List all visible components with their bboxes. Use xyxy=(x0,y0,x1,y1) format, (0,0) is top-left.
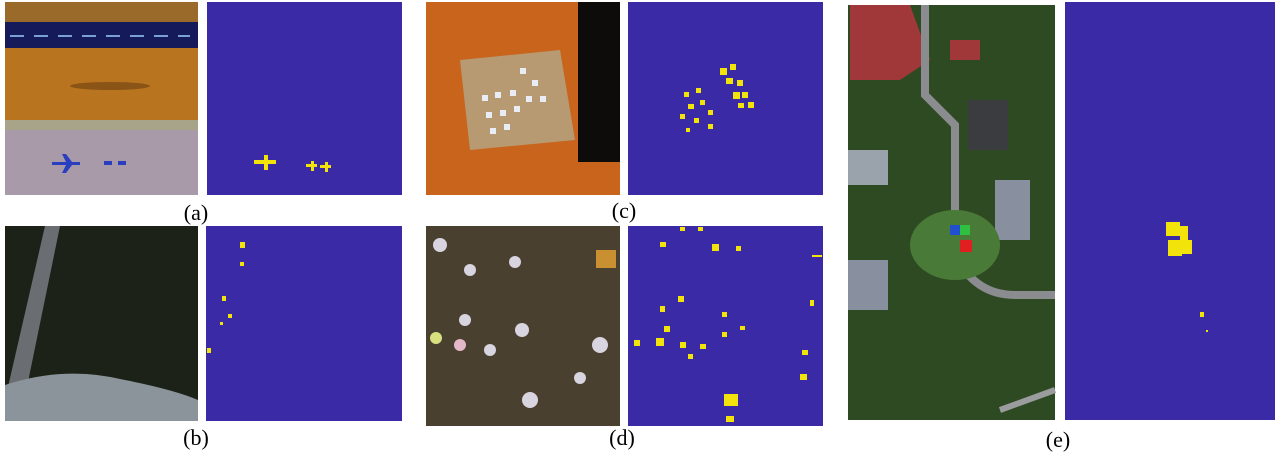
ground-truth-e xyxy=(1065,2,1275,420)
caption: (d) xyxy=(609,425,635,450)
image-d xyxy=(426,226,620,426)
figure: (a) (b) xyxy=(0,0,1280,461)
panel-e: (e) xyxy=(848,2,1275,452)
panel-b: (b) xyxy=(5,226,402,450)
image-a xyxy=(5,2,198,195)
image-b xyxy=(5,226,198,421)
ground-truth-d xyxy=(628,226,823,426)
panel-d: (d) xyxy=(426,226,823,450)
ground-truth-b xyxy=(206,226,402,421)
caption: (a) xyxy=(184,200,208,225)
ground-truth-c xyxy=(628,2,823,195)
image-c xyxy=(426,2,620,195)
caption: (e) xyxy=(1046,427,1070,452)
caption: (b) xyxy=(183,425,209,450)
panel-a: (a) xyxy=(5,2,402,225)
caption: (c) xyxy=(612,198,636,223)
image-e xyxy=(848,5,1055,420)
panel-c: (c) xyxy=(426,2,823,223)
ground-truth-a xyxy=(207,2,402,195)
